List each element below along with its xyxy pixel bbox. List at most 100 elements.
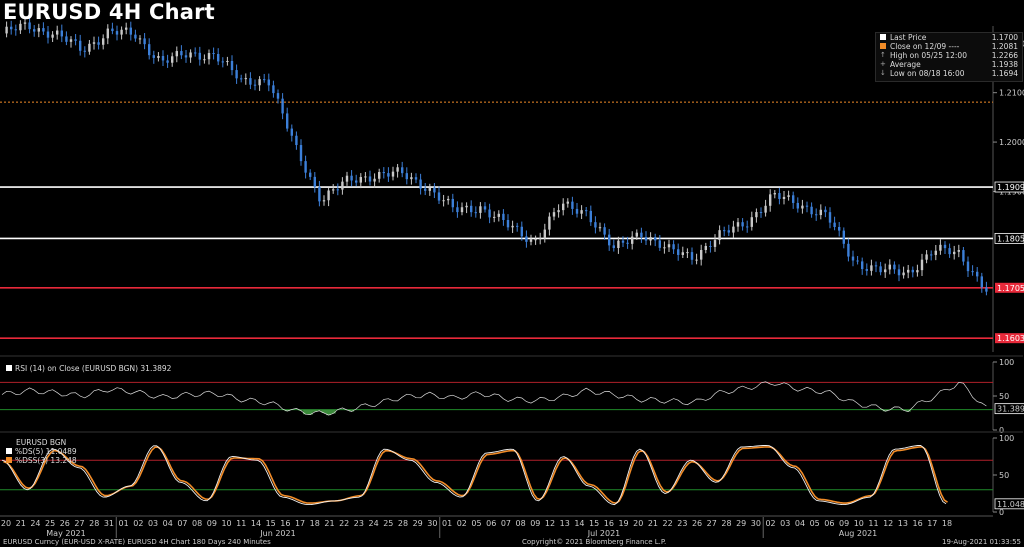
candle-body <box>709 245 712 247</box>
candle-body <box>382 172 385 174</box>
legend-value: 1.1938 <box>991 60 1018 69</box>
x-tick-label: 09 <box>207 519 217 528</box>
low-marker-icon: ↓ <box>880 69 886 77</box>
stochastic-y-tick-label: 50 <box>999 471 1009 480</box>
candle-body <box>451 198 454 208</box>
x-tick-label: 11 <box>236 519 246 528</box>
candle-body <box>341 181 344 190</box>
candle-body <box>437 192 441 201</box>
candle-body <box>631 236 634 244</box>
x-tick-label: 06 <box>486 519 496 528</box>
x-tick-label: 24 <box>368 519 378 528</box>
candle-body <box>318 186 321 202</box>
candle-body <box>718 230 721 241</box>
candle-body <box>575 208 579 214</box>
rsi-y-tick-label: 100 <box>999 358 1014 367</box>
candle-body <box>226 61 229 63</box>
x-tick-label: 14 <box>574 519 584 528</box>
candle-body <box>336 189 339 191</box>
month-label: Jun 2021 <box>259 529 295 538</box>
candle-body <box>152 55 155 58</box>
candle-body <box>677 249 680 255</box>
candle-body <box>621 240 625 243</box>
candle-body <box>695 259 698 261</box>
candle-body <box>249 78 252 85</box>
candle-body <box>180 51 183 56</box>
x-tick-label: 20 <box>633 519 643 528</box>
stochastic-dss-row: %DSS(3) 13.248 <box>6 456 77 465</box>
price-level-label: 1.1805 <box>997 234 1024 243</box>
candle-body <box>598 227 602 229</box>
legend-label: Close on 12/09 ---- <box>890 42 960 51</box>
candle-body <box>456 207 459 213</box>
candle-body <box>589 210 592 223</box>
white-square-icon <box>6 448 12 454</box>
candle-body <box>930 254 933 256</box>
dss-line <box>3 446 948 504</box>
x-tick-label: 18 <box>942 519 952 528</box>
candle-body <box>819 209 822 216</box>
candle-body <box>267 79 270 86</box>
white-square-icon <box>6 365 12 371</box>
candle-body <box>447 198 450 201</box>
candle-body <box>258 79 261 86</box>
high-marker-icon: ↑ <box>880 51 886 59</box>
x-tick-label: 04 <box>795 519 805 528</box>
candle-body <box>433 187 436 193</box>
rsi-panel: 0 50 100 31.3892 <box>0 358 1024 435</box>
candle-body <box>713 240 717 247</box>
candle-body <box>414 177 418 180</box>
x-tick-label: 01 <box>119 519 129 528</box>
candle-body <box>884 269 887 273</box>
x-tick-label: 26 <box>692 519 702 528</box>
price-level-label: 1.1705 <box>997 284 1024 293</box>
legend-label: High on 05/25 12:00 <box>890 51 967 60</box>
candle-body <box>166 60 169 63</box>
candle-body <box>378 172 381 179</box>
rsi-oversold-fill <box>284 409 911 416</box>
candle-body <box>115 31 119 35</box>
candle-body <box>474 212 477 214</box>
candle-body <box>962 250 965 262</box>
candle-body <box>723 230 726 232</box>
candle-body <box>782 196 786 199</box>
candle-body <box>37 28 40 32</box>
x-tick-label: 28 <box>89 519 99 528</box>
candle-body <box>585 210 588 212</box>
x-tick-label: 11 <box>868 519 878 528</box>
legend-close: Close on 12/09 ---- 1.2081 <box>876 42 1022 51</box>
candle-body <box>391 171 395 177</box>
candle-body <box>976 271 979 277</box>
x-tick-label: 22 <box>663 519 673 528</box>
x-tick-label: 28 <box>721 519 731 528</box>
candle-body <box>10 26 13 30</box>
candle-body <box>286 113 289 129</box>
candle-body <box>373 178 376 182</box>
x-tick-label: 18 <box>310 519 320 528</box>
candle-body <box>851 256 855 261</box>
candle-body <box>626 242 629 244</box>
x-tick-label: 04 <box>163 519 173 528</box>
candle-body <box>787 195 790 197</box>
candle-body <box>934 250 937 255</box>
candle-body <box>272 85 275 94</box>
candle-body <box>60 30 63 37</box>
candle-body <box>750 217 753 227</box>
price-level-badge <box>995 333 1024 344</box>
candle-body <box>966 261 970 272</box>
stochastic-dss-label: %DSS(3) 13.248 <box>15 456 77 465</box>
candle-body <box>773 193 776 195</box>
x-tick-label: 16 <box>604 519 614 528</box>
candle-body <box>106 28 109 39</box>
price-level-label: 1.1909 <box>997 183 1024 192</box>
candle-body <box>327 190 330 201</box>
candle-body <box>56 30 59 35</box>
candle-body <box>681 252 684 255</box>
candle-body <box>138 38 142 40</box>
candle-body <box>51 34 54 38</box>
legend-last-price: Last Price 1.1700 <box>876 33 1022 42</box>
candle-body <box>635 232 638 237</box>
candle-body <box>497 213 500 217</box>
candle-body <box>419 179 422 189</box>
